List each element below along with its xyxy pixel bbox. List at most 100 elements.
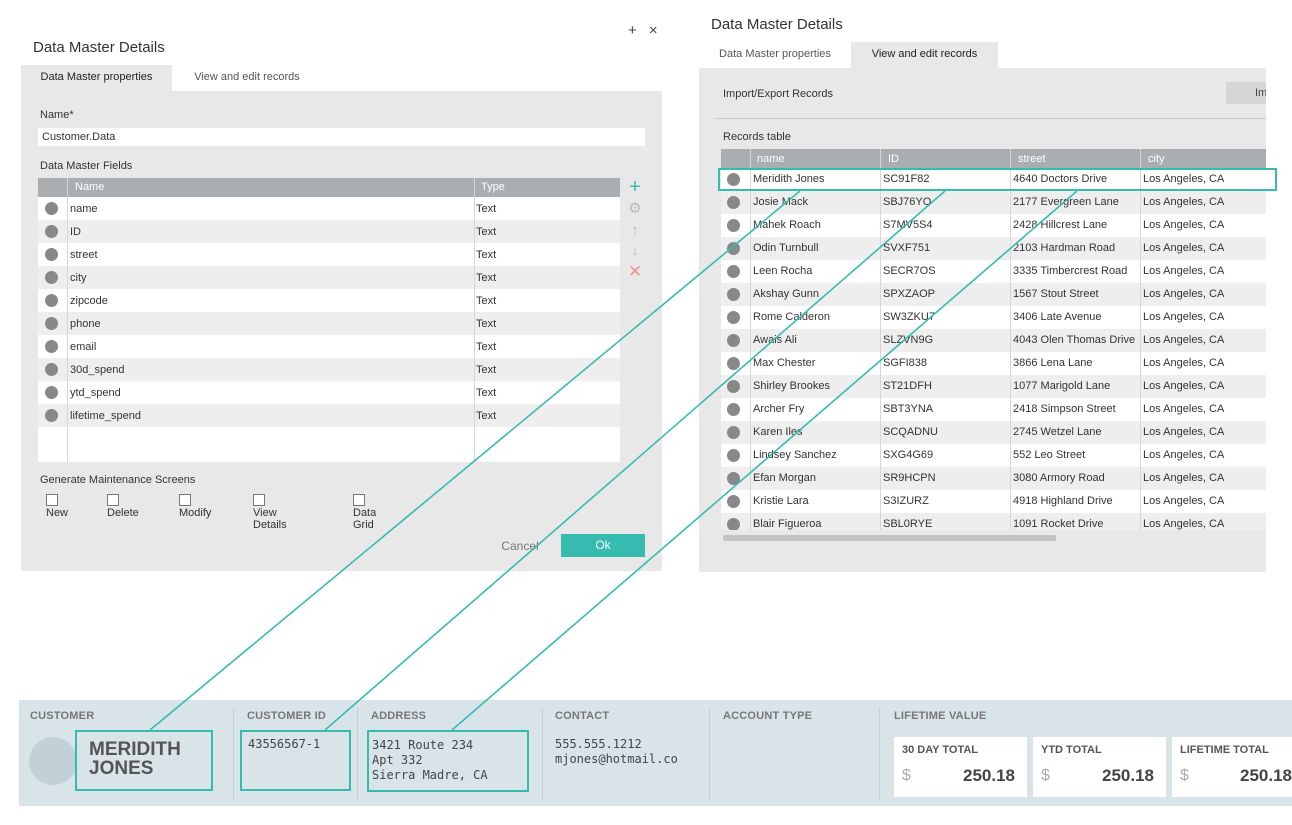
name-input[interactable] <box>38 128 645 146</box>
field-type: Text <box>476 364 497 376</box>
section-divider <box>879 708 880 800</box>
record-city: Los Angeles, CA <box>1143 518 1225 530</box>
left-dialog-title: Data Master Details <box>33 39 165 56</box>
header-city: city <box>1148 153 1165 165</box>
row-handle-icon[interactable] <box>45 386 58 399</box>
record-street: 3866 Lena Lane <box>1013 357 1093 369</box>
record-name: Shirley Brookes <box>753 380 831 392</box>
row-handle-icon[interactable] <box>45 363 58 376</box>
delete-icon[interactable]: ✕ <box>627 262 643 281</box>
row-handle-icon[interactable] <box>727 426 740 439</box>
row-handle-icon[interactable] <box>727 242 740 255</box>
row-handle-icon[interactable] <box>727 288 740 301</box>
record-id: S7MV5S4 <box>883 219 933 231</box>
arrow-up-icon[interactable]: ↑ <box>631 222 639 239</box>
checkbox-new[interactable]: New <box>46 494 68 519</box>
row-handle-icon[interactable] <box>45 248 58 261</box>
table-row[interactable]: Rome Calderon SW3ZKU7 3406 Late Avenue Los … <box>721 306 1266 329</box>
horizontal-scrollbar[interactable] <box>723 535 1056 541</box>
table-row[interactable]: Leen Rocha SECR7OS 3335 Timbercrest Road Lo… <box>721 260 1266 283</box>
field-row[interactable]: name Text <box>38 197 620 220</box>
arrow-down-icon[interactable]: ↓ <box>631 242 639 259</box>
record-id: SC91F82 <box>883 173 930 185</box>
row-handle-icon[interactable] <box>45 225 58 238</box>
right-tab-bar: Data Master properties View and edit rec… <box>699 42 1266 68</box>
address: 3421 Route 234 Apt 332 Sierra Madre, CA <box>372 738 488 782</box>
tab-view-edit-records[interactable]: View and edit records <box>851 42 998 68</box>
total-label: LIFETIME TOTAL <box>1180 744 1269 756</box>
plus-icon[interactable]: + <box>629 176 641 198</box>
record-city: Los Angeles, CA <box>1143 495 1225 507</box>
column-divider <box>750 149 751 530</box>
record-street: 3080 Armory Road <box>1013 472 1105 484</box>
row-handle-icon[interactable] <box>45 317 58 330</box>
record-street: 4043 Olen Thomas Drive <box>1013 334 1136 346</box>
tab-data-master-properties[interactable]: Data Master properties <box>21 65 172 91</box>
row-handle-icon[interactable] <box>727 357 740 370</box>
ok-button[interactable]: Ok <box>561 534 645 557</box>
row-handle-icon[interactable] <box>45 294 58 307</box>
table-row[interactable]: Lindsey Sanchez SXG4G69 552 Leo Street Los … <box>721 444 1266 467</box>
row-handle-icon[interactable] <box>727 403 740 416</box>
row-handle-icon[interactable] <box>727 495 740 508</box>
row-handle-icon[interactable] <box>45 202 58 215</box>
table-row[interactable]: Blair Figueroa SBL0RYE 1091 Rocket Drive Lo… <box>721 513 1266 530</box>
row-handle-icon[interactable] <box>727 472 740 485</box>
row-handle-icon[interactable] <box>727 380 740 393</box>
record-id: ST21DFH <box>883 380 932 392</box>
table-row[interactable]: Josie Mack SBJ76YO 2177 Evergreen Lane Los … <box>721 191 1266 214</box>
row-handle-icon[interactable] <box>45 340 58 353</box>
row-handle-icon[interactable] <box>727 518 740 530</box>
field-row[interactable]: email Text <box>38 335 620 358</box>
record-street: 3406 Late Avenue <box>1013 311 1102 323</box>
address-label: ADDRESS <box>371 710 427 722</box>
window-controls[interactable]: + × <box>628 22 662 39</box>
checkbox-delete[interactable]: Delete <box>107 494 139 519</box>
record-name: Rome Calderon <box>753 311 831 323</box>
column-divider <box>1140 149 1141 530</box>
checkbox-view-details[interactable]: View Details <box>253 494 287 531</box>
row-handle-icon[interactable] <box>727 334 740 347</box>
tab-data-master-properties[interactable]: Data Master properties <box>719 48 831 60</box>
import-button[interactable]: Im <box>1226 82 1266 104</box>
table-row[interactable]: Efan Morgan SR9HCPN 3080 Armory Road Los An… <box>721 467 1266 490</box>
row-handle-icon[interactable] <box>45 271 58 284</box>
record-street: 1091 Rocket Drive <box>1013 518 1104 530</box>
checkbox-modify[interactable]: Modify <box>179 494 211 519</box>
row-handle-icon[interactable] <box>727 265 740 278</box>
records-table-header: name ID street city <box>721 149 1266 168</box>
row-handle-icon[interactable] <box>727 449 740 462</box>
row-handle-icon[interactable] <box>727 173 740 186</box>
field-row[interactable]: street Text <box>38 243 620 266</box>
record-street: 2745 Wetzel Lane <box>1013 426 1102 438</box>
table-row[interactable]: Meridith Jones SC91F82 4640 Doctors Drive L… <box>721 168 1266 191</box>
table-row[interactable]: Akshay Gunn SPXZAOP 1567 Stout Street Los A… <box>721 283 1266 306</box>
field-row[interactable]: ytd_spend Text <box>38 381 620 404</box>
tab-view-edit-records[interactable]: View and edit records <box>194 71 300 83</box>
table-row[interactable]: Kristie Lara S3IZURZ 4918 Highland Drive Lo… <box>721 490 1266 513</box>
record-city: Los Angeles, CA <box>1143 334 1225 346</box>
cancel-button[interactable]: Cancel <box>501 539 539 553</box>
record-id: SCQADNU <box>883 426 939 438</box>
row-handle-icon[interactable] <box>727 311 740 324</box>
field-row[interactable]: zipcode Text <box>38 289 620 312</box>
connector-address <box>451 190 1078 731</box>
record-city: Los Angeles, CA <box>1143 380 1225 392</box>
record-name: Josie Mack <box>753 196 809 208</box>
field-type: Text <box>476 341 497 353</box>
left-tab-bar: Data Master properties View and edit rec… <box>21 65 662 91</box>
table-row[interactable]: Mahek Roach S7MV5S4 2428 Hillcrest Lane Los… <box>721 214 1266 237</box>
row-handle-icon[interactable] <box>727 219 740 232</box>
gear-icon[interactable]: ⚙ <box>628 200 642 217</box>
row-handle-icon[interactable] <box>727 196 740 209</box>
field-name: ytd_spend <box>70 387 121 399</box>
table-row[interactable]: Karen Iles SCQADNU 2745 Wetzel Lane Los Ang… <box>721 421 1266 444</box>
record-id: SBJ76YO <box>883 196 932 208</box>
row-handle-icon[interactable] <box>45 409 58 422</box>
table-row[interactable]: Odin Turnbull SVXF751 2103 Hardman Road Los… <box>721 237 1266 260</box>
checkbox-data-grid[interactable]: Data Grid <box>353 494 376 531</box>
account-type-label: ACCOUNT TYPE <box>723 710 813 722</box>
table-row[interactable]: Awais Ali SLZVN9G 4043 Olen Thomas Drive Lo… <box>721 329 1266 352</box>
table-row[interactable]: Max Chester SGFI838 3866 Lena Lane Los Ange… <box>721 352 1266 375</box>
table-row[interactable]: Archer Fry SBT3YNA 2418 Simpson Street Los … <box>721 398 1266 421</box>
